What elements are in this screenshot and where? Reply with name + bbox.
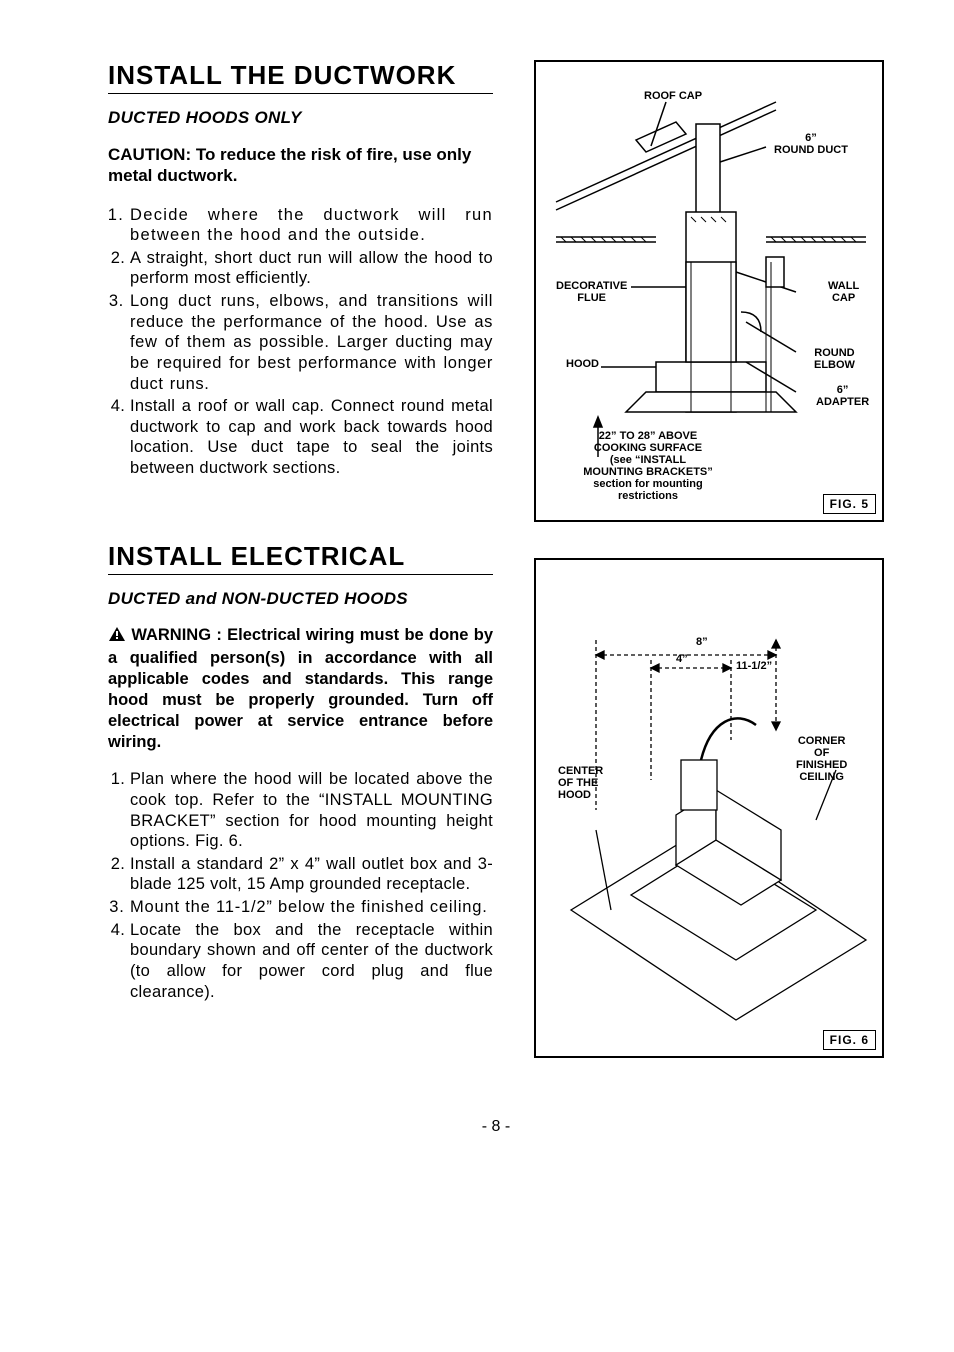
label-round-elbow: ROUND ELBOW <box>814 347 855 371</box>
warning-text: WARNING : Electrical wiring must be done… <box>108 625 493 754</box>
label-center: CENTER OF THE HOOD <box>558 765 603 801</box>
caution-text: CAUTION: To reduce the risk of fire, use… <box>108 144 493 187</box>
step: Locate the box and the receptacle within… <box>130 920 493 1003</box>
figure-6: 8” 4” 11-1/2” CENTER OF THE HOOD CORNER … <box>534 558 884 1058</box>
label-dim11: 11-1/2” <box>736 660 772 672</box>
fig6-caption: FIG. 6 <box>823 1030 876 1050</box>
label-decorative-flue: DECORATIVE FLUE <box>556 280 627 304</box>
warning-icon <box>108 626 126 648</box>
title-underline <box>108 574 493 575</box>
step: A straight, short duct run will allow th… <box>130 248 493 289</box>
label-roof-cap: ROOF CAP <box>644 90 702 102</box>
step: Install a roof or wall cap. Connect roun… <box>130 396 493 479</box>
section1-title: INSTALL THE DUCTWORK <box>108 60 493 91</box>
electrical-steps: Plan where the hood will be located abov… <box>108 769 493 1002</box>
label-note: 22” TO 28” ABOVE COOKING SURFACE (see “I… <box>568 430 728 503</box>
label-round-duct: 6” ROUND DUCT <box>774 132 848 156</box>
step: Plan where the hood will be located abov… <box>130 769 493 852</box>
step: Mount the 11-1/2” below the finished cei… <box>130 897 493 918</box>
section2-subtitle: DUCTED and NON-DUCTED HOODS <box>108 589 493 609</box>
fig6-svg <box>536 560 882 1056</box>
right-column: ROOF CAP 6” ROUND DUCT DECORATIVE FLUE W… <box>534 60 884 1094</box>
section1-subtitle: DUCTED HOODS ONLY <box>108 108 493 128</box>
title-underline <box>108 93 493 94</box>
section2-title: INSTALL ELECTRICAL <box>108 541 493 572</box>
step: Long duct runs, elbows, and transitions … <box>130 291 493 394</box>
fig5-caption: FIG. 5 <box>823 494 876 514</box>
label-dim8: 8” <box>696 636 708 648</box>
figure-5: ROOF CAP 6” ROUND DUCT DECORATIVE FLUE W… <box>534 60 884 522</box>
label-corner: CORNER OF FINISHED CEILING <box>796 735 847 783</box>
step: Decide where the ductwork will run betwe… <box>130 205 493 246</box>
page-number: - 8 - <box>108 1094 884 1136</box>
left-column: INSTALL THE DUCTWORK DUCTED HOODS ONLY C… <box>108 60 493 1004</box>
label-hood: HOOD <box>566 358 599 370</box>
ductwork-steps: Decide where the ductwork will run betwe… <box>108 205 493 479</box>
label-wall-cap: WALL CAP <box>828 280 859 304</box>
warning-content: WARNING : Electrical wiring must be done… <box>108 626 493 752</box>
label-dim4: 4” <box>676 653 688 665</box>
label-adapter: 6” ADAPTER <box>816 384 869 408</box>
step: Install a standard 2” x 4” wall outlet b… <box>130 854 493 895</box>
